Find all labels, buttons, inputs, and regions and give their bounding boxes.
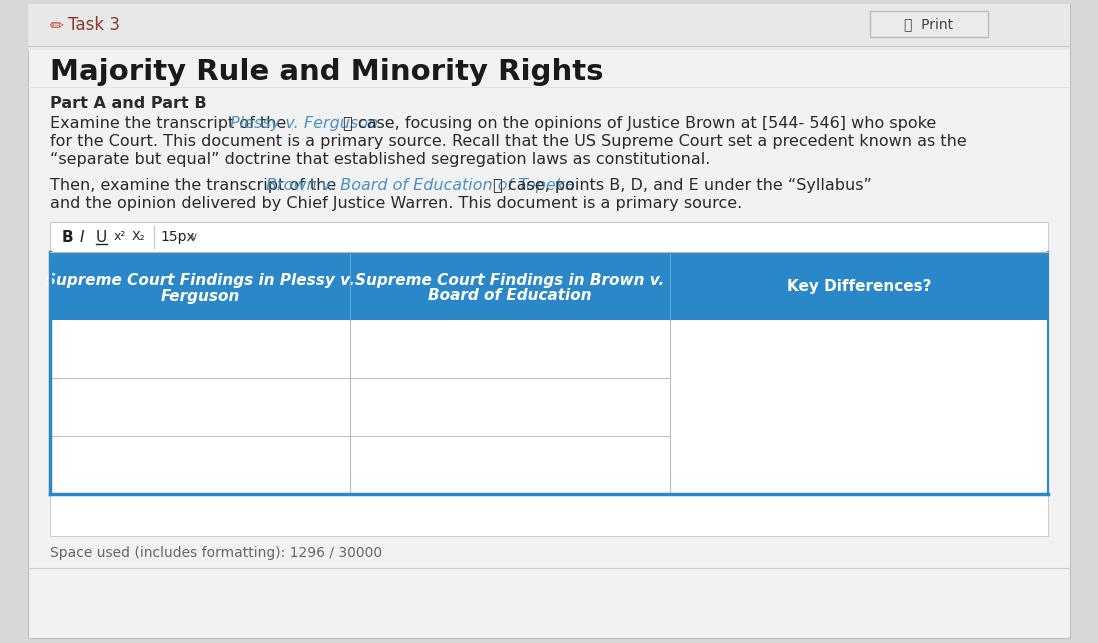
- Text: U: U: [96, 230, 108, 244]
- Text: x²: x²: [114, 230, 126, 244]
- Bar: [51, 222, 1047, 252]
- Text: “separate but equal” doctrine that established segregation laws as constitutiona: “separate but equal” doctrine that estab…: [51, 152, 710, 167]
- Text: I: I: [80, 230, 85, 244]
- Text: Board of Education: Board of Education: [428, 289, 592, 303]
- Text: Task 3: Task 3: [68, 16, 120, 34]
- Text: Plessy v. Ferguson: Plessy v. Ferguson: [229, 116, 378, 131]
- Text: X₂: X₂: [132, 230, 146, 244]
- Text: Part A and Part B: Part A and Part B: [51, 96, 206, 111]
- Text: Then, examine the transcript of the: Then, examine the transcript of the: [51, 178, 341, 193]
- Text: for the Court. This document is a primary source. Recall that the US Supreme Cou: for the Court. This document is a primar…: [51, 134, 966, 149]
- Text: ⓡ case, points B, D, and E under the “Syllabus”: ⓡ case, points B, D, and E under the “Sy…: [488, 178, 872, 193]
- Text: and the opinion delivered by Chief Justice Warren. This document is a primary so: and the opinion delivered by Chief Justi…: [51, 196, 742, 211]
- Bar: [51, 378, 1047, 436]
- Bar: [870, 11, 988, 37]
- Text: Supreme Court Findings in Plessy v.: Supreme Court Findings in Plessy v.: [45, 273, 355, 287]
- Text: Key Differences?: Key Differences?: [787, 278, 931, 293]
- Bar: [51, 494, 1047, 536]
- Text: ⓡ case, focusing on the opinions of Justice Brown at [544- 546] who spoke: ⓡ case, focusing on the opinions of Just…: [338, 116, 937, 131]
- Text: Brown v. Board of Education of Topeka: Brown v. Board of Education of Topeka: [266, 178, 574, 193]
- Text: Examine the transcript of the: Examine the transcript of the: [51, 116, 291, 131]
- Text: B: B: [61, 230, 74, 244]
- Bar: [51, 320, 1047, 378]
- Text: ∨: ∨: [190, 232, 198, 242]
- Text: Majority Rule and Minority Rights: Majority Rule and Minority Rights: [51, 58, 604, 86]
- Text: Ferguson: Ferguson: [160, 289, 239, 303]
- Bar: [51, 252, 1047, 320]
- Text: Supreme Court Findings in Brown v.: Supreme Court Findings in Brown v.: [356, 273, 664, 287]
- Text: ✏: ✏: [51, 16, 64, 34]
- Text: 15px: 15px: [160, 230, 194, 244]
- Text: Space used (includes formatting): 1296 / 30000: Space used (includes formatting): 1296 /…: [51, 546, 382, 560]
- Bar: [51, 436, 1047, 494]
- Bar: [29, 4, 1069, 50]
- Text: ⎙  Print: ⎙ Print: [905, 17, 953, 31]
